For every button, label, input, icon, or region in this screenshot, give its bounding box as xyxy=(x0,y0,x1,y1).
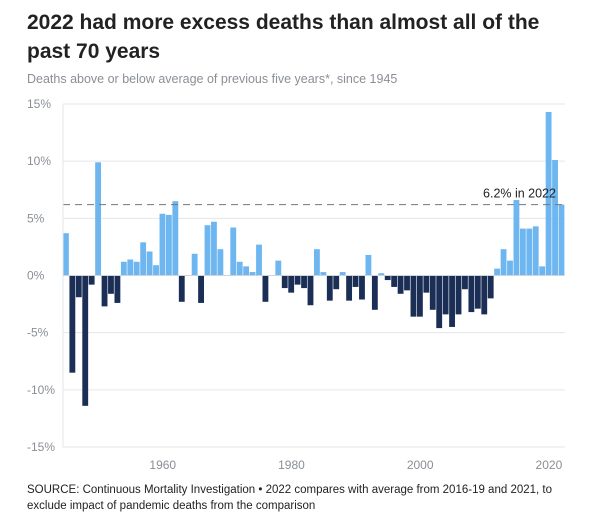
bar-1980 xyxy=(288,275,295,293)
bar-1987 xyxy=(333,275,340,290)
bar-2018 xyxy=(532,226,539,276)
y-tick-label: 15% xyxy=(27,97,51,111)
bar-2022 xyxy=(558,204,565,276)
bar-1974 xyxy=(249,272,256,276)
bar-1966 xyxy=(198,275,204,303)
bar-1997 xyxy=(397,275,404,294)
bar-2009 xyxy=(474,275,481,309)
bar-2011 xyxy=(487,275,494,299)
bar-1985 xyxy=(320,272,327,276)
bar-1993 xyxy=(371,275,378,310)
bar-2016 xyxy=(519,228,526,276)
x-tick-label: 2000 xyxy=(407,458,434,472)
source-note: SOURCE: Continuous Mortality Investigati… xyxy=(27,484,553,512)
x-tick-label: 1980 xyxy=(278,458,305,472)
bar-2021 xyxy=(552,160,558,276)
bar-1971 xyxy=(230,227,237,276)
bar-1946 xyxy=(69,275,76,373)
bar-1979 xyxy=(281,275,288,289)
chart-subtitle: Deaths above or below average of previou… xyxy=(27,72,398,86)
bar-2005 xyxy=(449,275,455,327)
bar-1953 xyxy=(114,275,121,303)
bar-1949 xyxy=(88,275,95,285)
y-tick-label: -15% xyxy=(27,440,55,454)
bar-2015 xyxy=(513,200,520,276)
bar-1981 xyxy=(294,275,301,285)
bar-2002 xyxy=(429,275,436,310)
bar-1963 xyxy=(178,275,185,302)
reference-line-group: 6.2% in 2022 xyxy=(63,187,565,206)
chart-title: 2022 had more excess deaths than almost … xyxy=(27,11,540,63)
bar-2008 xyxy=(468,275,475,313)
bar-1967 xyxy=(204,225,211,276)
bar-1956 xyxy=(133,261,140,276)
x-tick-label: 1960 xyxy=(149,458,176,472)
bar-1968 xyxy=(211,221,217,276)
bar-1945 xyxy=(63,233,69,276)
bar-1969 xyxy=(217,249,224,276)
bar-1999 xyxy=(410,275,417,317)
bar-2001 xyxy=(423,275,430,293)
bar-1988 xyxy=(339,272,346,276)
bar-1996 xyxy=(391,275,398,287)
bar-1983 xyxy=(307,275,314,306)
axes: 15% 10% 5% 0% -5% -10% -15% 1960 1980 2000 2020 xyxy=(27,97,565,472)
bar-1994 xyxy=(378,273,385,276)
bar-2006 xyxy=(455,275,462,315)
bar-1959 xyxy=(153,265,159,276)
bar-2014 xyxy=(507,260,513,276)
y-tick-label: -5% xyxy=(27,326,49,340)
bar-1954 xyxy=(120,261,127,276)
bar-2007 xyxy=(462,275,468,290)
bar-1961 xyxy=(165,214,172,276)
bar-1948 xyxy=(82,275,89,406)
bar-2013 xyxy=(500,249,507,276)
x-tick-label: 2020 xyxy=(536,458,563,472)
bar-1955 xyxy=(127,259,134,276)
y-tick-label: 0% xyxy=(27,269,45,283)
bar-1973 xyxy=(243,266,250,276)
bar-1984 xyxy=(314,249,320,276)
bar-1975 xyxy=(256,244,262,276)
bar-2010 xyxy=(481,275,488,315)
y-tick-label: 5% xyxy=(27,211,45,225)
bar-1947 xyxy=(75,275,82,298)
bar-1976 xyxy=(262,275,269,302)
bar-1978 xyxy=(275,260,282,276)
bar-2012 xyxy=(494,268,501,276)
y-tick-label: -10% xyxy=(27,383,55,397)
bar-2003 xyxy=(436,275,443,329)
bars xyxy=(63,112,565,406)
bar-1972 xyxy=(236,261,243,276)
bar-1950 xyxy=(95,162,102,276)
bar-2019 xyxy=(539,266,546,276)
reference-line-label: 6.2% in 2022 xyxy=(483,187,556,201)
bar-1992 xyxy=(365,254,372,276)
bar-1962 xyxy=(172,201,179,276)
bar-1995 xyxy=(384,275,391,281)
bar-2020 xyxy=(545,112,552,276)
bar-2004 xyxy=(442,275,449,315)
bar-1960 xyxy=(159,213,166,276)
bar-1952 xyxy=(108,275,114,294)
bar-2000 xyxy=(416,275,423,317)
bar-1958 xyxy=(146,251,153,276)
bar-1990 xyxy=(352,275,359,287)
y-tick-label: 10% xyxy=(27,154,51,168)
bar-1957 xyxy=(140,242,147,276)
bar-2017 xyxy=(526,228,533,276)
bar-1951 xyxy=(101,275,108,307)
bar-1991 xyxy=(359,275,365,300)
bar-1998 xyxy=(404,275,410,291)
bar-1989 xyxy=(346,275,353,301)
bar-1965 xyxy=(191,253,198,276)
bar-1986 xyxy=(326,275,333,301)
bar-1982 xyxy=(301,275,307,289)
